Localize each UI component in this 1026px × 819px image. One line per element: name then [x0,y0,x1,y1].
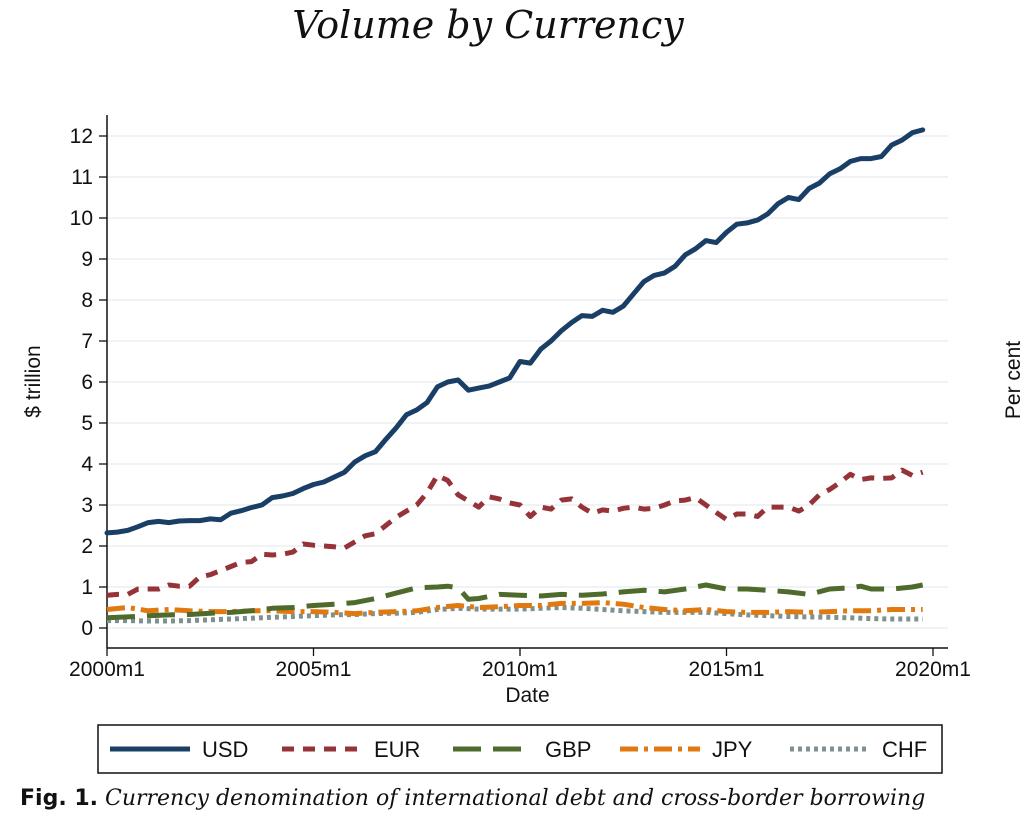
series-line-gbp [106,582,924,621]
legend-label-gbp: GBP [545,737,591,762]
y-tick-label: 11 [71,166,93,189]
chart-title: Volume by Currency [292,3,684,47]
x-tick-label: 2010m1 [482,658,558,681]
legend-label-chf: CHF [882,737,927,762]
y-tick-label: 9 [81,248,93,271]
caption-text: Currency denomination of international d… [105,786,926,811]
y-tick-label: 4 [81,453,93,476]
y-tick-label: 5 [81,412,93,435]
caption-label: Fig. 1. [20,786,98,811]
series-lines [104,127,926,624]
y-tick-label: 2 [81,535,93,558]
gridlines [107,135,948,629]
legend-label-eur: EUR [374,737,420,762]
figure-caption: Fig. 1. Currency denomination of interna… [20,786,925,811]
y-tick-label: 8 [81,289,93,312]
y-tick-label: 12 [70,125,93,148]
series-line-usd [104,127,926,536]
y-tick-label: 0 [81,617,93,640]
y-axis-label-right: Per cent [1002,341,1025,419]
x-tick-label: 2005m1 [276,658,352,681]
legend-label-jpy: JPY [712,737,753,762]
y-tick-label: 3 [81,494,93,517]
y-tick-label: 6 [81,371,93,394]
x-tick-label: 2015m1 [689,658,765,681]
series-line-eur [106,467,924,598]
y-tick-label: 7 [81,330,93,353]
y-tick-label: 10 [70,207,93,230]
legend: USD EUR GBP JPY CHF [97,724,943,774]
series-line-chf [107,605,923,624]
x-tick-label: 2020m1 [895,658,971,681]
x-axis-label: Date [505,684,549,707]
x-tick-label: 2000m1 [69,658,145,681]
legend-label-usd: USD [202,737,248,762]
y-tick-label: 1 [81,576,93,599]
y-axis-label: $ trillion [22,345,45,417]
